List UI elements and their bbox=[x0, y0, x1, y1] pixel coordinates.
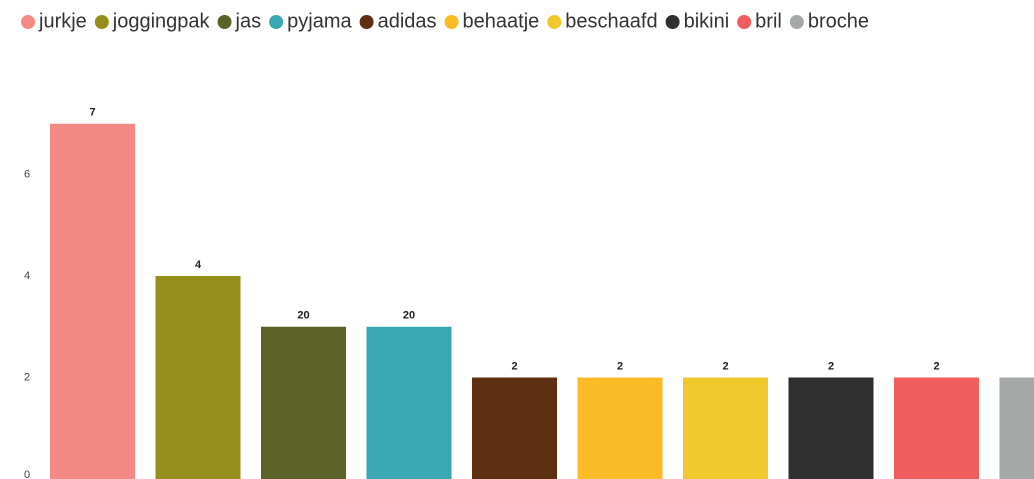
legend-label: joggingpak bbox=[112, 10, 211, 32]
bar bbox=[577, 377, 663, 479]
y-tick-label: 4 bbox=[24, 270, 30, 282]
legend-swatch bbox=[21, 15, 35, 29]
data-label: 2 bbox=[511, 360, 517, 372]
data-label: 2 bbox=[828, 360, 834, 372]
y-tick-label: 6 bbox=[24, 168, 30, 180]
legend-swatch bbox=[217, 15, 232, 29]
legend-swatch bbox=[789, 15, 804, 29]
bar bbox=[472, 377, 557, 479]
data-label: 2 bbox=[617, 360, 623, 372]
data-label: 4 bbox=[195, 259, 202, 271]
bar bbox=[788, 377, 874, 479]
legend-swatch bbox=[359, 15, 374, 29]
legend-label: bril bbox=[755, 10, 782, 32]
legend-label: broche bbox=[808, 10, 869, 32]
bar bbox=[155, 276, 241, 479]
legend-label: bikini bbox=[684, 10, 730, 32]
legend-swatch bbox=[665, 15, 680, 29]
legend-label: adidas bbox=[378, 10, 437, 32]
bar bbox=[683, 377, 768, 479]
legend-swatch bbox=[269, 15, 284, 29]
data-label: 7 bbox=[89, 107, 95, 119]
legend-label: jurkje bbox=[38, 10, 87, 32]
legend-label: behaatje bbox=[463, 10, 540, 32]
legend-swatch bbox=[94, 15, 109, 29]
legend-label: jas bbox=[235, 10, 262, 32]
bar bbox=[261, 326, 346, 479]
legend-swatch bbox=[547, 15, 562, 29]
bar bbox=[894, 377, 979, 479]
data-label: 20 bbox=[403, 310, 415, 322]
legend-label: beschaafd bbox=[565, 10, 657, 32]
data-label: 2 bbox=[722, 360, 728, 372]
legend-label: pyjama bbox=[287, 10, 352, 32]
legend-swatch bbox=[737, 15, 752, 29]
data-label: 2 bbox=[933, 360, 939, 372]
bar bbox=[999, 377, 1034, 479]
legend-swatch bbox=[444, 15, 459, 29]
y-tick-label: 0 bbox=[24, 469, 30, 479]
bar bbox=[50, 123, 135, 479]
bar bbox=[366, 326, 452, 479]
data-label: 20 bbox=[297, 310, 309, 322]
y-tick-label: 2 bbox=[24, 371, 30, 383]
